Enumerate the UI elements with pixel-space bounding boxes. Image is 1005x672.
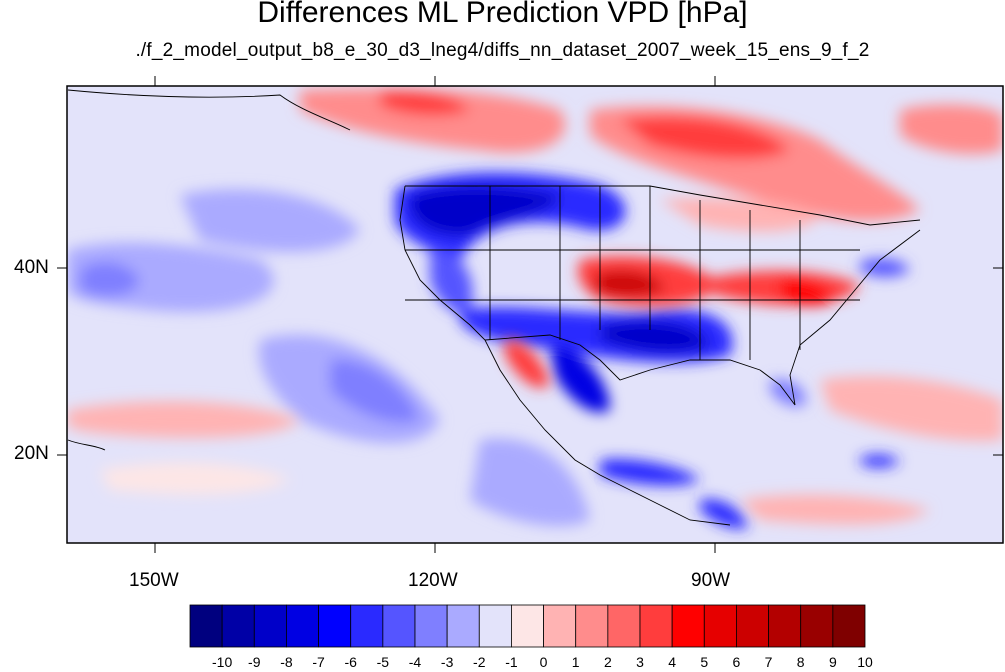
colorbar-swatch — [832, 604, 866, 648]
colorbar-swatch — [221, 604, 255, 648]
lon-label-120w: 120W — [408, 570, 458, 591]
colorbar-label: 6 — [732, 654, 741, 670]
colorbar — [189, 604, 866, 648]
map-field — [67, 86, 1003, 543]
lat-label-20n: 20N — [14, 443, 49, 464]
colorbar-label: -2 — [473, 654, 486, 670]
colorbar-swatch — [768, 604, 802, 648]
colorbar-swatch — [800, 604, 834, 648]
lat-label-40n: 40N — [14, 257, 49, 278]
colorbar-swatch — [511, 604, 544, 648]
colorbar-swatch — [736, 604, 769, 648]
map-frame — [66, 85, 1004, 544]
colorbar-label: 0 — [539, 654, 548, 670]
colorbar-swatch — [286, 604, 319, 648]
colorbar-label: 7 — [764, 654, 773, 670]
lon-label-150w: 150W — [129, 570, 179, 591]
colorbar-swatch — [575, 604, 609, 648]
colorbar-swatch — [253, 604, 287, 648]
colorbar-swatch — [382, 604, 416, 648]
map-title: Differences ML Prediction VPD [hPa] — [257, 0, 748, 29]
lon-label-90w: 90W — [691, 570, 731, 591]
colorbar-swatch — [414, 604, 448, 648]
colorbar-label: -10 — [212, 654, 233, 670]
colorbar-swatch — [671, 604, 705, 648]
colorbar-label: 9 — [828, 654, 837, 670]
colorbar-swatch — [478, 604, 512, 648]
colorbar-swatch — [189, 604, 223, 648]
colorbar-swatch — [639, 604, 673, 648]
colorbar-swatch — [318, 604, 352, 648]
red-regions — [67, 88, 1003, 525]
colorbar-label: 8 — [796, 654, 805, 670]
coastlines-and-borders — [67, 89, 921, 526]
colorbar-label: 1 — [571, 654, 580, 670]
colorbar-label: -3 — [440, 654, 454, 670]
colorbar-label: -9 — [248, 654, 261, 670]
colorbar-swatch — [350, 604, 384, 648]
colorbar-label: 3 — [636, 654, 644, 670]
colorbar-label: 2 — [603, 654, 612, 670]
colorbar-label: -5 — [376, 654, 390, 670]
blue-regions — [67, 172, 910, 529]
colorbar-swatch — [607, 604, 641, 648]
colorbar-swatch — [446, 604, 480, 648]
colorbar-label: 4 — [668, 654, 677, 670]
ticks — [57, 76, 1003, 553]
colorbar-swatch — [543, 604, 577, 648]
colorbar-swatch — [703, 604, 737, 648]
colorbar-label: 5 — [700, 654, 709, 670]
map-subtitle: ./f_2_model_output_b8_e_30_d3_lneg4/diff… — [135, 40, 870, 61]
colorbar-label: -7 — [312, 654, 325, 670]
colorbar-label: 10 — [857, 654, 873, 670]
colorbar-label: -1 — [505, 654, 518, 670]
colorbar-label: -8 — [280, 654, 293, 670]
colorbar-label: -6 — [344, 654, 357, 670]
colorbar-label: -4 — [408, 654, 422, 670]
